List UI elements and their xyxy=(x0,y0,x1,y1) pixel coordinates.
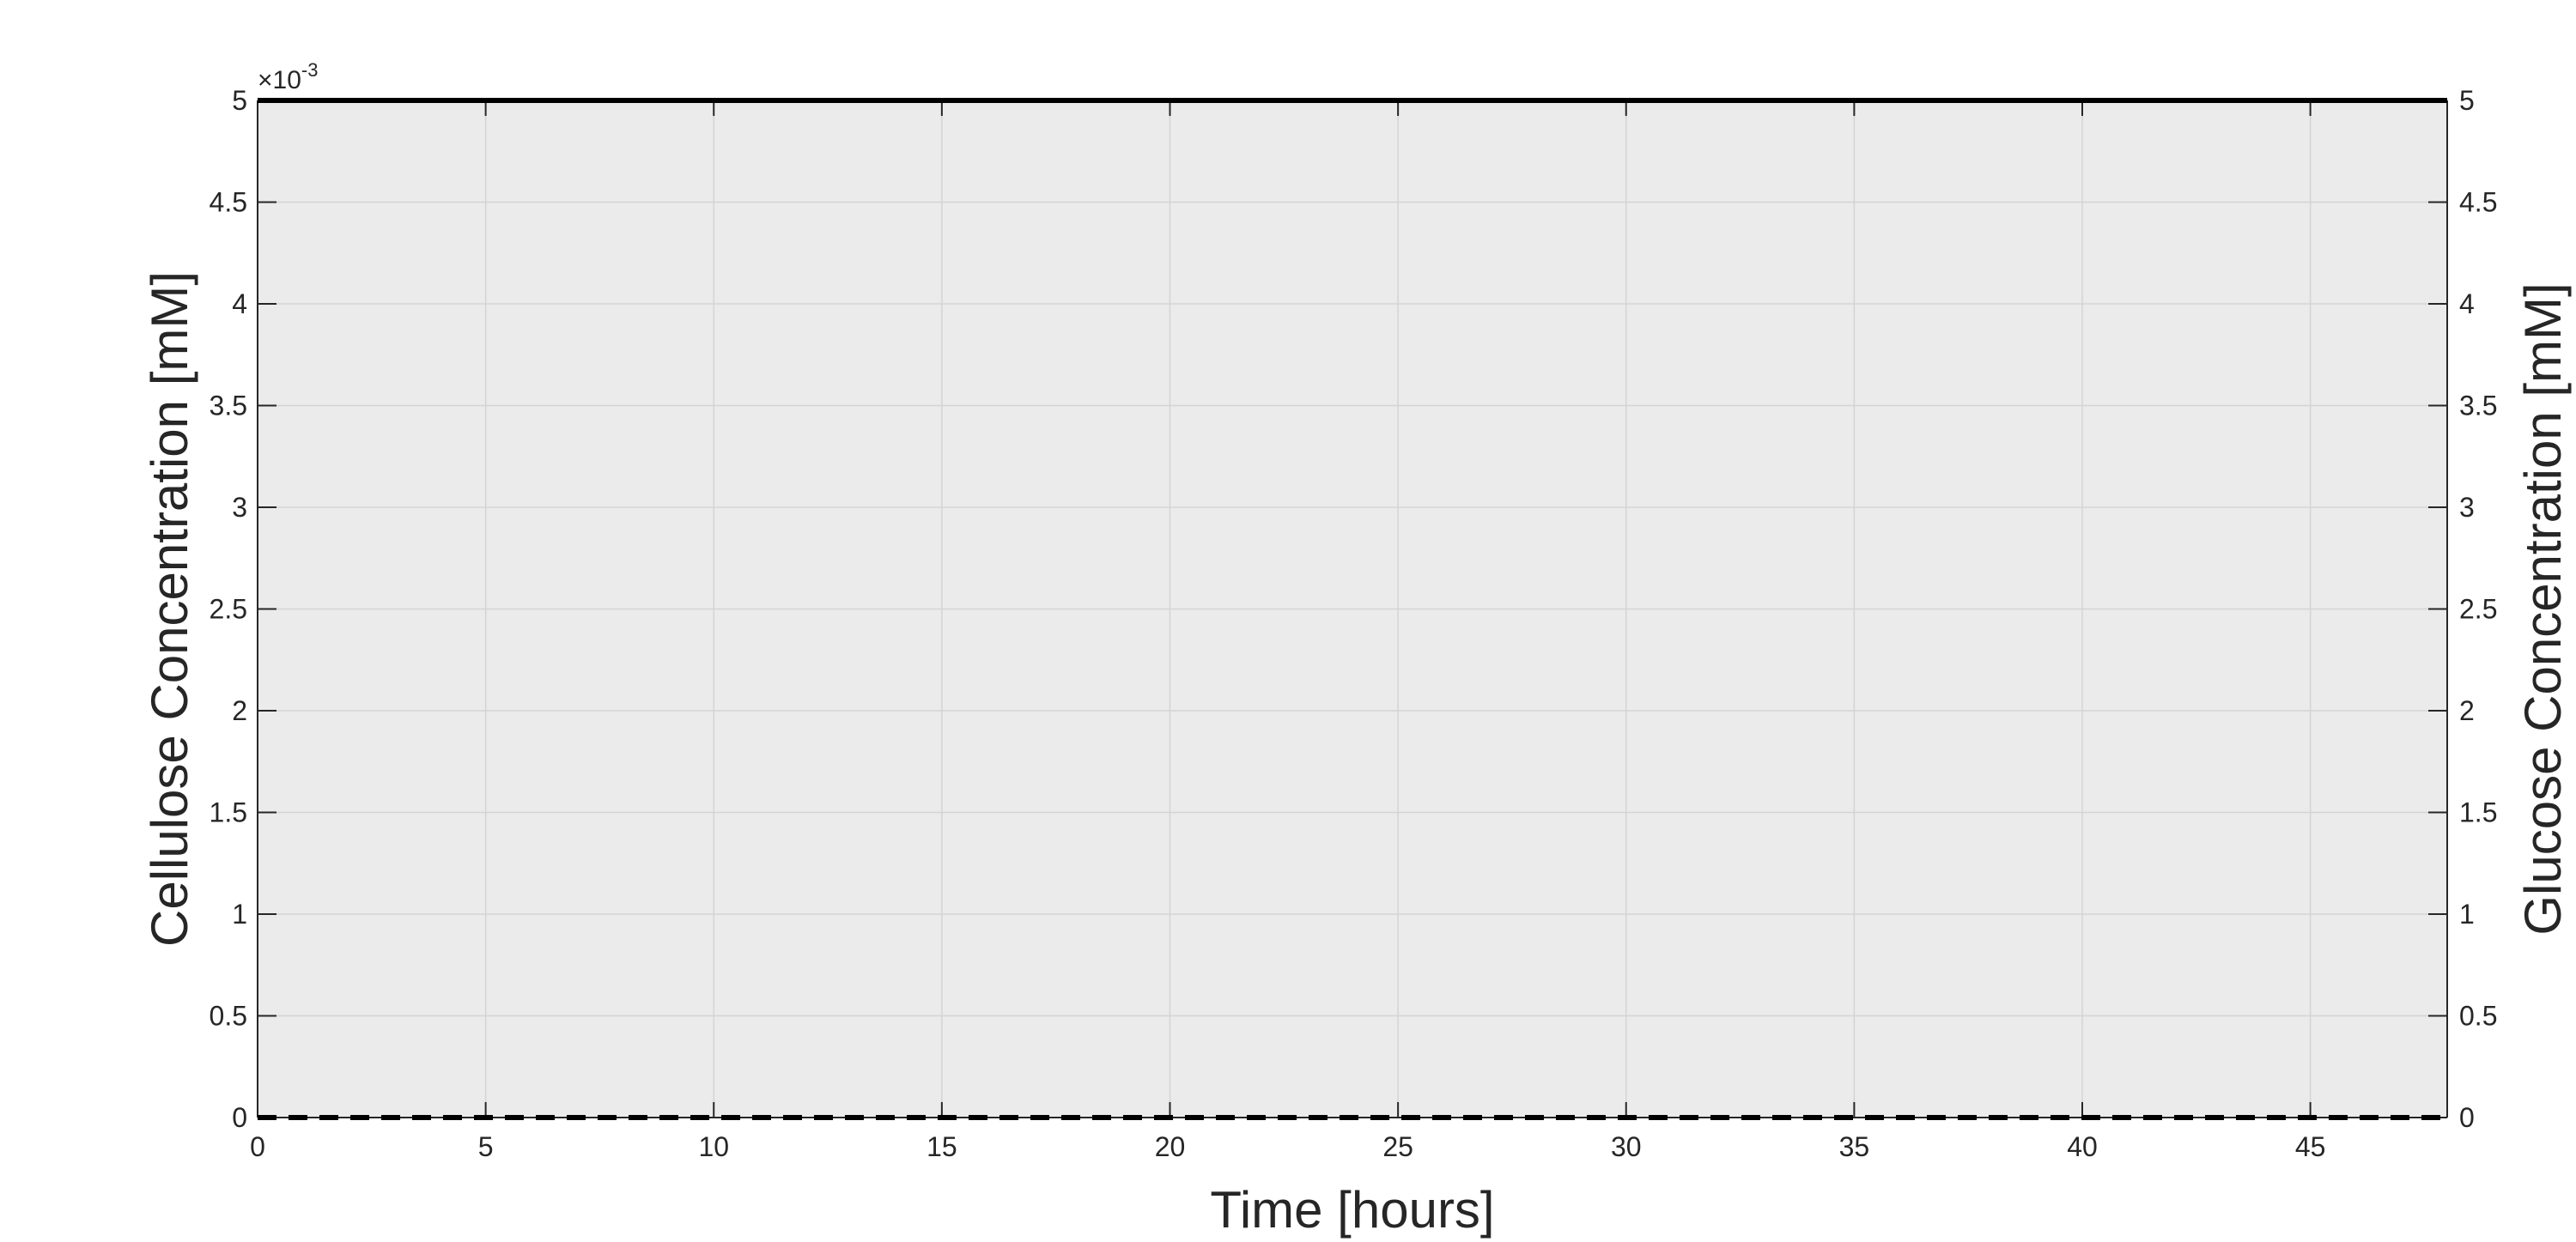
y-tick-label-right: 4.5 xyxy=(2459,187,2497,218)
y-tick-label-right: 2.5 xyxy=(2459,594,2497,625)
y-tick-label-right: 3 xyxy=(2459,492,2475,523)
x-tick-label: 40 xyxy=(2067,1131,2098,1162)
x-tick-label: 45 xyxy=(2295,1131,2326,1162)
y-tick-label-left: 0 xyxy=(232,1102,247,1133)
y-axis-label-left: Cellulose Concentration [mM] xyxy=(141,271,198,947)
y-axis-label-right: Glucose Concentration [mM] xyxy=(2514,282,2572,935)
y-tick-label-left: 1 xyxy=(232,899,247,930)
y-tick-label-left: 4.5 xyxy=(210,187,247,218)
x-tick-label: 15 xyxy=(927,1131,957,1162)
y-tick-label-left: 0.5 xyxy=(210,1001,247,1032)
y-tick-label-right: 2 xyxy=(2459,695,2475,726)
y-tick-label-right: 1 xyxy=(2459,899,2475,930)
x-axis-label: Time [hours] xyxy=(1210,1181,1494,1239)
grid xyxy=(258,100,2447,1118)
y-tick-label-left: 2 xyxy=(232,695,247,726)
x-tick-label: 0 xyxy=(250,1131,265,1162)
y-tick-label-right: 3.5 xyxy=(2459,391,2497,421)
x-tick-label: 10 xyxy=(698,1131,729,1162)
y-tick-label-left: 3 xyxy=(232,492,247,523)
x-tick-label: 30 xyxy=(1611,1131,1642,1162)
series-layer xyxy=(258,98,2447,1120)
y-tick-label-left: 4 xyxy=(232,288,247,319)
y-tick-label-right: 5 xyxy=(2459,85,2475,116)
y-tick-label-left: 1.5 xyxy=(210,797,247,828)
y-tick-label-right: 0 xyxy=(2459,1102,2475,1133)
x-tick-label: 35 xyxy=(1839,1131,1870,1162)
y-tick-label-left: 2.5 xyxy=(210,594,247,625)
y-tick-label-left: 5 xyxy=(232,85,247,116)
y-exponent-label: ×10-3 xyxy=(258,59,318,94)
x-tick-label: 25 xyxy=(1382,1131,1413,1162)
y-tick-label-left: 3.5 xyxy=(210,391,247,421)
tick-labels: 0 5 10 15 20 25 30 35 40 4500.511.522.533.544.550… xyxy=(210,85,2498,1162)
y-tick-label-right: 1.5 xyxy=(2459,797,2497,828)
x-tick-label: 5 xyxy=(478,1131,494,1162)
y-tick-label-right: 0.5 xyxy=(2459,1001,2497,1032)
x-tick-label: 20 xyxy=(1155,1131,1186,1162)
y-tick-label-right: 4 xyxy=(2459,288,2475,319)
